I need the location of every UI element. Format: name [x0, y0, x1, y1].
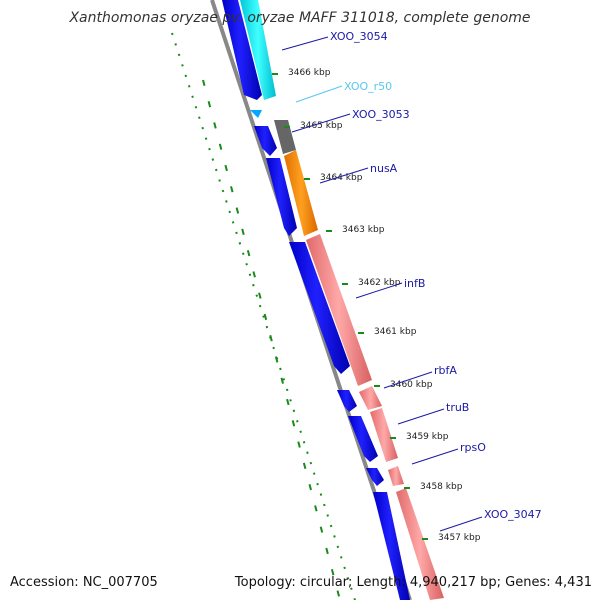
gene-label[interactable]: XOO_r50 [344, 80, 392, 93]
accession-text: Accession: NC_007705 [10, 575, 158, 590]
gene-rpso-arrow [366, 468, 384, 486]
gene-rpso-salmon [388, 466, 404, 486]
kbp-tick-label: 3463 kbp [342, 225, 385, 235]
kbp-tick-label: 3457 kbp [438, 533, 481, 543]
gene-gray-feature [274, 120, 296, 154]
gene-label[interactable]: rpsO [460, 441, 486, 454]
gene-label-leader [397, 408, 445, 425]
kbp-scale: 3466 kbp 3465 kbp 3464 kbp 3463 kbp 3462 kbp… [272, 68, 481, 543]
kbp-tick-label: 3464 kbp [320, 173, 363, 183]
strand-minus-features [222, 0, 410, 600]
gene-trub-salmon [370, 408, 398, 462]
gene-label[interactable]: rbfA [434, 364, 457, 377]
gene-xoo-3053-arrow [254, 126, 277, 156]
gene-infb-salmon [306, 234, 372, 386]
gene-label-leader [281, 36, 329, 51]
gene-label[interactable]: XOO_3054 [330, 30, 388, 43]
gene-label-leader [439, 516, 483, 532]
kbp-tick-label: 3458 kbp [420, 482, 463, 492]
gc-track-outer [171, 32, 356, 601]
gene-label[interactable]: XOO_3053 [352, 108, 410, 121]
gene-infb-arrow [289, 242, 350, 374]
gene-label[interactable]: infB [404, 277, 425, 290]
kbp-tick-label: 3462 kbp [358, 278, 401, 288]
gene-rbfa-arrow [337, 390, 357, 412]
gene-xoo-3054-arrow [222, 0, 262, 100]
genome-summary-text: Topology: circular; Length: 4,940,217 bp… [234, 575, 592, 590]
kbp-tick-label: 3460 kbp [390, 380, 433, 390]
gene-labels: XOO_3054 XOO_r50 XOO_3053 nusA infB rbfA truB r… [281, 30, 542, 532]
gene-label-leader [411, 448, 459, 465]
kbp-tick-label: 3465 kbp [300, 121, 343, 131]
gene-label[interactable]: nusA [370, 162, 398, 175]
gene-label[interactable]: XOO_3047 [484, 508, 542, 521]
gene-label-leader [295, 85, 343, 103]
kbp-tick-label: 3461 kbp [374, 327, 417, 337]
map-title: Xanthomonas oryzae pv. oryzae MAFF 31101… [69, 10, 531, 26]
gene-label-leader [355, 282, 403, 299]
gene-xoo-3054-rna [240, 0, 276, 100]
gene-label-leader [383, 371, 433, 389]
gene-nusa-orange [284, 150, 318, 236]
gc-track-inner [202, 79, 341, 601]
kbp-tick-label: 3466 kbp [288, 68, 331, 78]
gene-xoo-3047-arrow [373, 492, 410, 600]
kbp-tick-label: 3459 kbp [406, 432, 449, 442]
gene-xoo-r50-marker [250, 110, 262, 118]
gene-label-leader [319, 167, 369, 184]
gene-xoo-3047-salmon [396, 488, 444, 600]
gene-label[interactable]: truB [446, 401, 469, 414]
gene-nusa-blue-arrow [266, 158, 297, 236]
gene-rbfa-salmon [359, 386, 382, 410]
gene-trub-arrow [348, 416, 378, 462]
strand-plus-features [240, 0, 444, 600]
gene-label-leader [291, 113, 351, 133]
